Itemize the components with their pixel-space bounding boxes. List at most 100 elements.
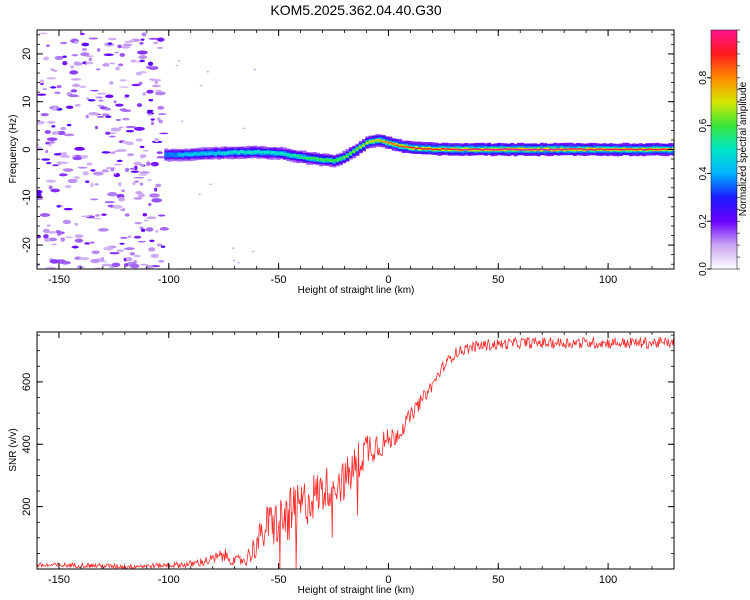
noise-blob xyxy=(102,63,110,67)
ridge-segment xyxy=(474,148,479,150)
ridge-segment xyxy=(454,148,459,151)
noise-blob xyxy=(145,264,154,269)
noise-blob xyxy=(133,161,142,166)
noise-blob xyxy=(51,131,59,135)
noise-blob-strong xyxy=(139,59,145,63)
noise-blob xyxy=(88,111,99,116)
noise-blob xyxy=(138,81,143,85)
ridge-segment xyxy=(559,148,564,151)
noise-blob-strong xyxy=(53,153,62,156)
ridge-segment xyxy=(605,148,610,151)
noise-blob-strong xyxy=(56,205,61,208)
ridge-segment xyxy=(236,151,241,155)
noise-blob xyxy=(156,156,166,159)
ridge-segment xyxy=(493,149,498,151)
noise-blob xyxy=(139,163,145,167)
spectrogram-y-tick-label: 20 xyxy=(21,48,33,60)
ridge-segment xyxy=(556,148,561,150)
ridge-segment xyxy=(375,139,380,141)
noise-blobs-group xyxy=(37,32,257,269)
noise-blob xyxy=(97,104,105,107)
noise-blob xyxy=(45,141,50,145)
noise-blob xyxy=(106,192,118,197)
snr-x-tick-label: -50 xyxy=(271,574,287,586)
noise-blob xyxy=(72,156,83,161)
noise-blob xyxy=(58,161,69,165)
noise-blob xyxy=(119,108,127,112)
ridge-segment xyxy=(345,155,350,158)
noise-blob xyxy=(48,140,55,144)
noise-blob-strong xyxy=(148,98,154,102)
ridge-segment xyxy=(451,148,455,151)
noise-blob xyxy=(157,214,166,217)
noise-blob xyxy=(105,131,111,135)
noise-blob xyxy=(121,189,125,192)
spectrogram-y-label: Frequency (Hz) xyxy=(8,115,19,184)
ridge-segment xyxy=(250,150,254,154)
ridge-segment xyxy=(549,148,554,151)
ridge-segment xyxy=(289,153,294,157)
ridge-segment xyxy=(483,148,488,150)
ridge-segment xyxy=(197,152,202,156)
ridge-segment xyxy=(411,147,416,151)
ridge-segment xyxy=(404,146,409,148)
ridge-segment xyxy=(635,148,640,151)
noise-blob xyxy=(150,121,155,126)
noise-blob xyxy=(86,162,93,166)
ridge-segment xyxy=(510,148,515,150)
noise-blob xyxy=(108,135,116,138)
noise-blob xyxy=(74,40,79,44)
noise-blob xyxy=(157,106,165,110)
ridge-segment xyxy=(401,146,406,148)
noise-blob xyxy=(88,57,93,62)
noise-blob-strong xyxy=(101,213,107,216)
ridge-segment xyxy=(342,157,347,159)
ridge-segment xyxy=(292,153,297,157)
noise-blob xyxy=(116,249,125,252)
noise-blob xyxy=(151,84,161,88)
noise-blob xyxy=(129,167,136,170)
noise-blob xyxy=(94,183,99,186)
noise-blob xyxy=(154,80,159,85)
colorbar-tick-label: 0.2 xyxy=(698,214,709,228)
noise-blob-strong xyxy=(140,38,145,41)
ridge-segment xyxy=(464,149,469,151)
snr-x-tick-label: 0 xyxy=(385,574,391,586)
noise-blob xyxy=(85,180,90,184)
noise-blob xyxy=(78,257,90,261)
ridge-segment xyxy=(207,152,212,156)
ridge-segment xyxy=(665,148,670,151)
noise-blob xyxy=(67,178,78,184)
ridge-segment xyxy=(286,153,291,157)
ridge-segment xyxy=(540,148,544,152)
noise-blob xyxy=(119,242,125,245)
noise-blob xyxy=(104,201,115,204)
noise-blob xyxy=(39,80,44,84)
noise-blob xyxy=(38,32,48,35)
noise-blob xyxy=(148,37,160,40)
noise-blob xyxy=(141,32,147,37)
noise-blob xyxy=(143,219,149,222)
ridge-segment xyxy=(210,151,215,155)
noise-blob xyxy=(122,43,133,47)
noise-blob xyxy=(37,143,40,146)
noise-blob-strong xyxy=(139,145,145,149)
noise-blob xyxy=(100,256,105,262)
ridge-segment xyxy=(312,157,317,159)
noise-blob xyxy=(124,213,130,217)
spectrogram-y-ticks: -20 -10 0 10 20 xyxy=(21,34,674,265)
ridge-segment xyxy=(332,160,337,162)
noise-blob xyxy=(158,259,165,263)
noise-blob xyxy=(56,231,65,235)
spectrogram-x-tick-label: -50 xyxy=(271,274,287,286)
ridge-segment xyxy=(655,148,660,151)
noise-blob xyxy=(154,91,166,96)
ridge-segment xyxy=(507,148,511,151)
snr-y-tick-label: 400 xyxy=(21,435,33,453)
ridge-segment xyxy=(401,144,406,148)
noise-blob xyxy=(80,154,88,159)
noise-blob xyxy=(96,115,105,118)
noise-blob xyxy=(139,154,147,158)
noise-blob xyxy=(158,113,167,116)
noise-blob xyxy=(139,182,144,186)
